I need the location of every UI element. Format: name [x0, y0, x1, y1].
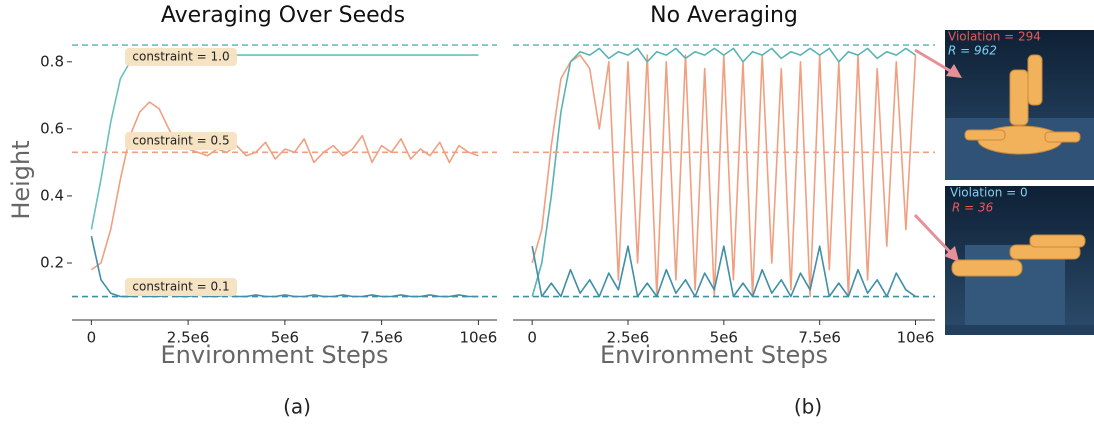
chart-title: Averaging Over Seeds: [161, 3, 405, 28]
series-line: [531, 54, 917, 298]
x-tick-label: 7.5e6: [798, 329, 841, 347]
arrows: [913, 48, 962, 262]
chart: Averaging Over Seeds Environment Steps Hei…: [7, 3, 497, 369]
x-tick-label: 7.5e6: [360, 329, 403, 347]
y-tick-label: 0.8: [40, 52, 64, 70]
y-axis-label: Height: [7, 140, 35, 219]
charts: Averaging Over Seeds Environment Steps Hei…: [7, 3, 935, 369]
x-axis-label: Environment Steps: [600, 341, 828, 369]
label-box: [125, 132, 237, 150]
label-box: [125, 278, 237, 296]
x-tick-label: 5e6: [271, 329, 299, 347]
series-line: [90, 101, 479, 271]
y-tick-label: 0.6: [40, 119, 64, 137]
series-line: [531, 245, 916, 298]
series-label: constraint = 0.5: [132, 134, 229, 148]
series-label: constraint = 1.0: [132, 50, 229, 64]
y-tick-label: 0.4: [40, 186, 64, 204]
inset-bottom: [945, 186, 1094, 335]
x-tick-label: 0: [87, 329, 97, 347]
x-tick-label: 5e6: [710, 329, 738, 347]
x-tick-label: 2.5e6: [607, 329, 650, 347]
x-tick-label: 10e6: [459, 329, 497, 347]
y-tick-label: 0.2: [40, 253, 64, 271]
series-line: [531, 47, 916, 297]
x-tick-label: 10e6: [897, 329, 935, 347]
label-box: [125, 48, 237, 66]
inset-top: [945, 30, 1094, 180]
inset-reward: R = 36: [952, 201, 994, 215]
x-tick-label: 0: [527, 329, 537, 347]
chart: No Averaging Environment Steps 0 2.5e6 5e6 7.…: [513, 3, 935, 369]
caption: (b): [794, 395, 822, 419]
series-label: constraint = 0.1: [132, 280, 229, 294]
chart-title: No Averaging: [650, 3, 798, 28]
inset-violation: Violation = 0: [950, 186, 1028, 200]
inset-violation: Violation = 294: [948, 30, 1041, 44]
x-axis-label: Environment Steps: [160, 341, 388, 369]
inset-reward: R = 962: [948, 44, 997, 58]
caption: (a): [283, 395, 311, 419]
x-tick-label: 2.5e6: [167, 329, 210, 347]
